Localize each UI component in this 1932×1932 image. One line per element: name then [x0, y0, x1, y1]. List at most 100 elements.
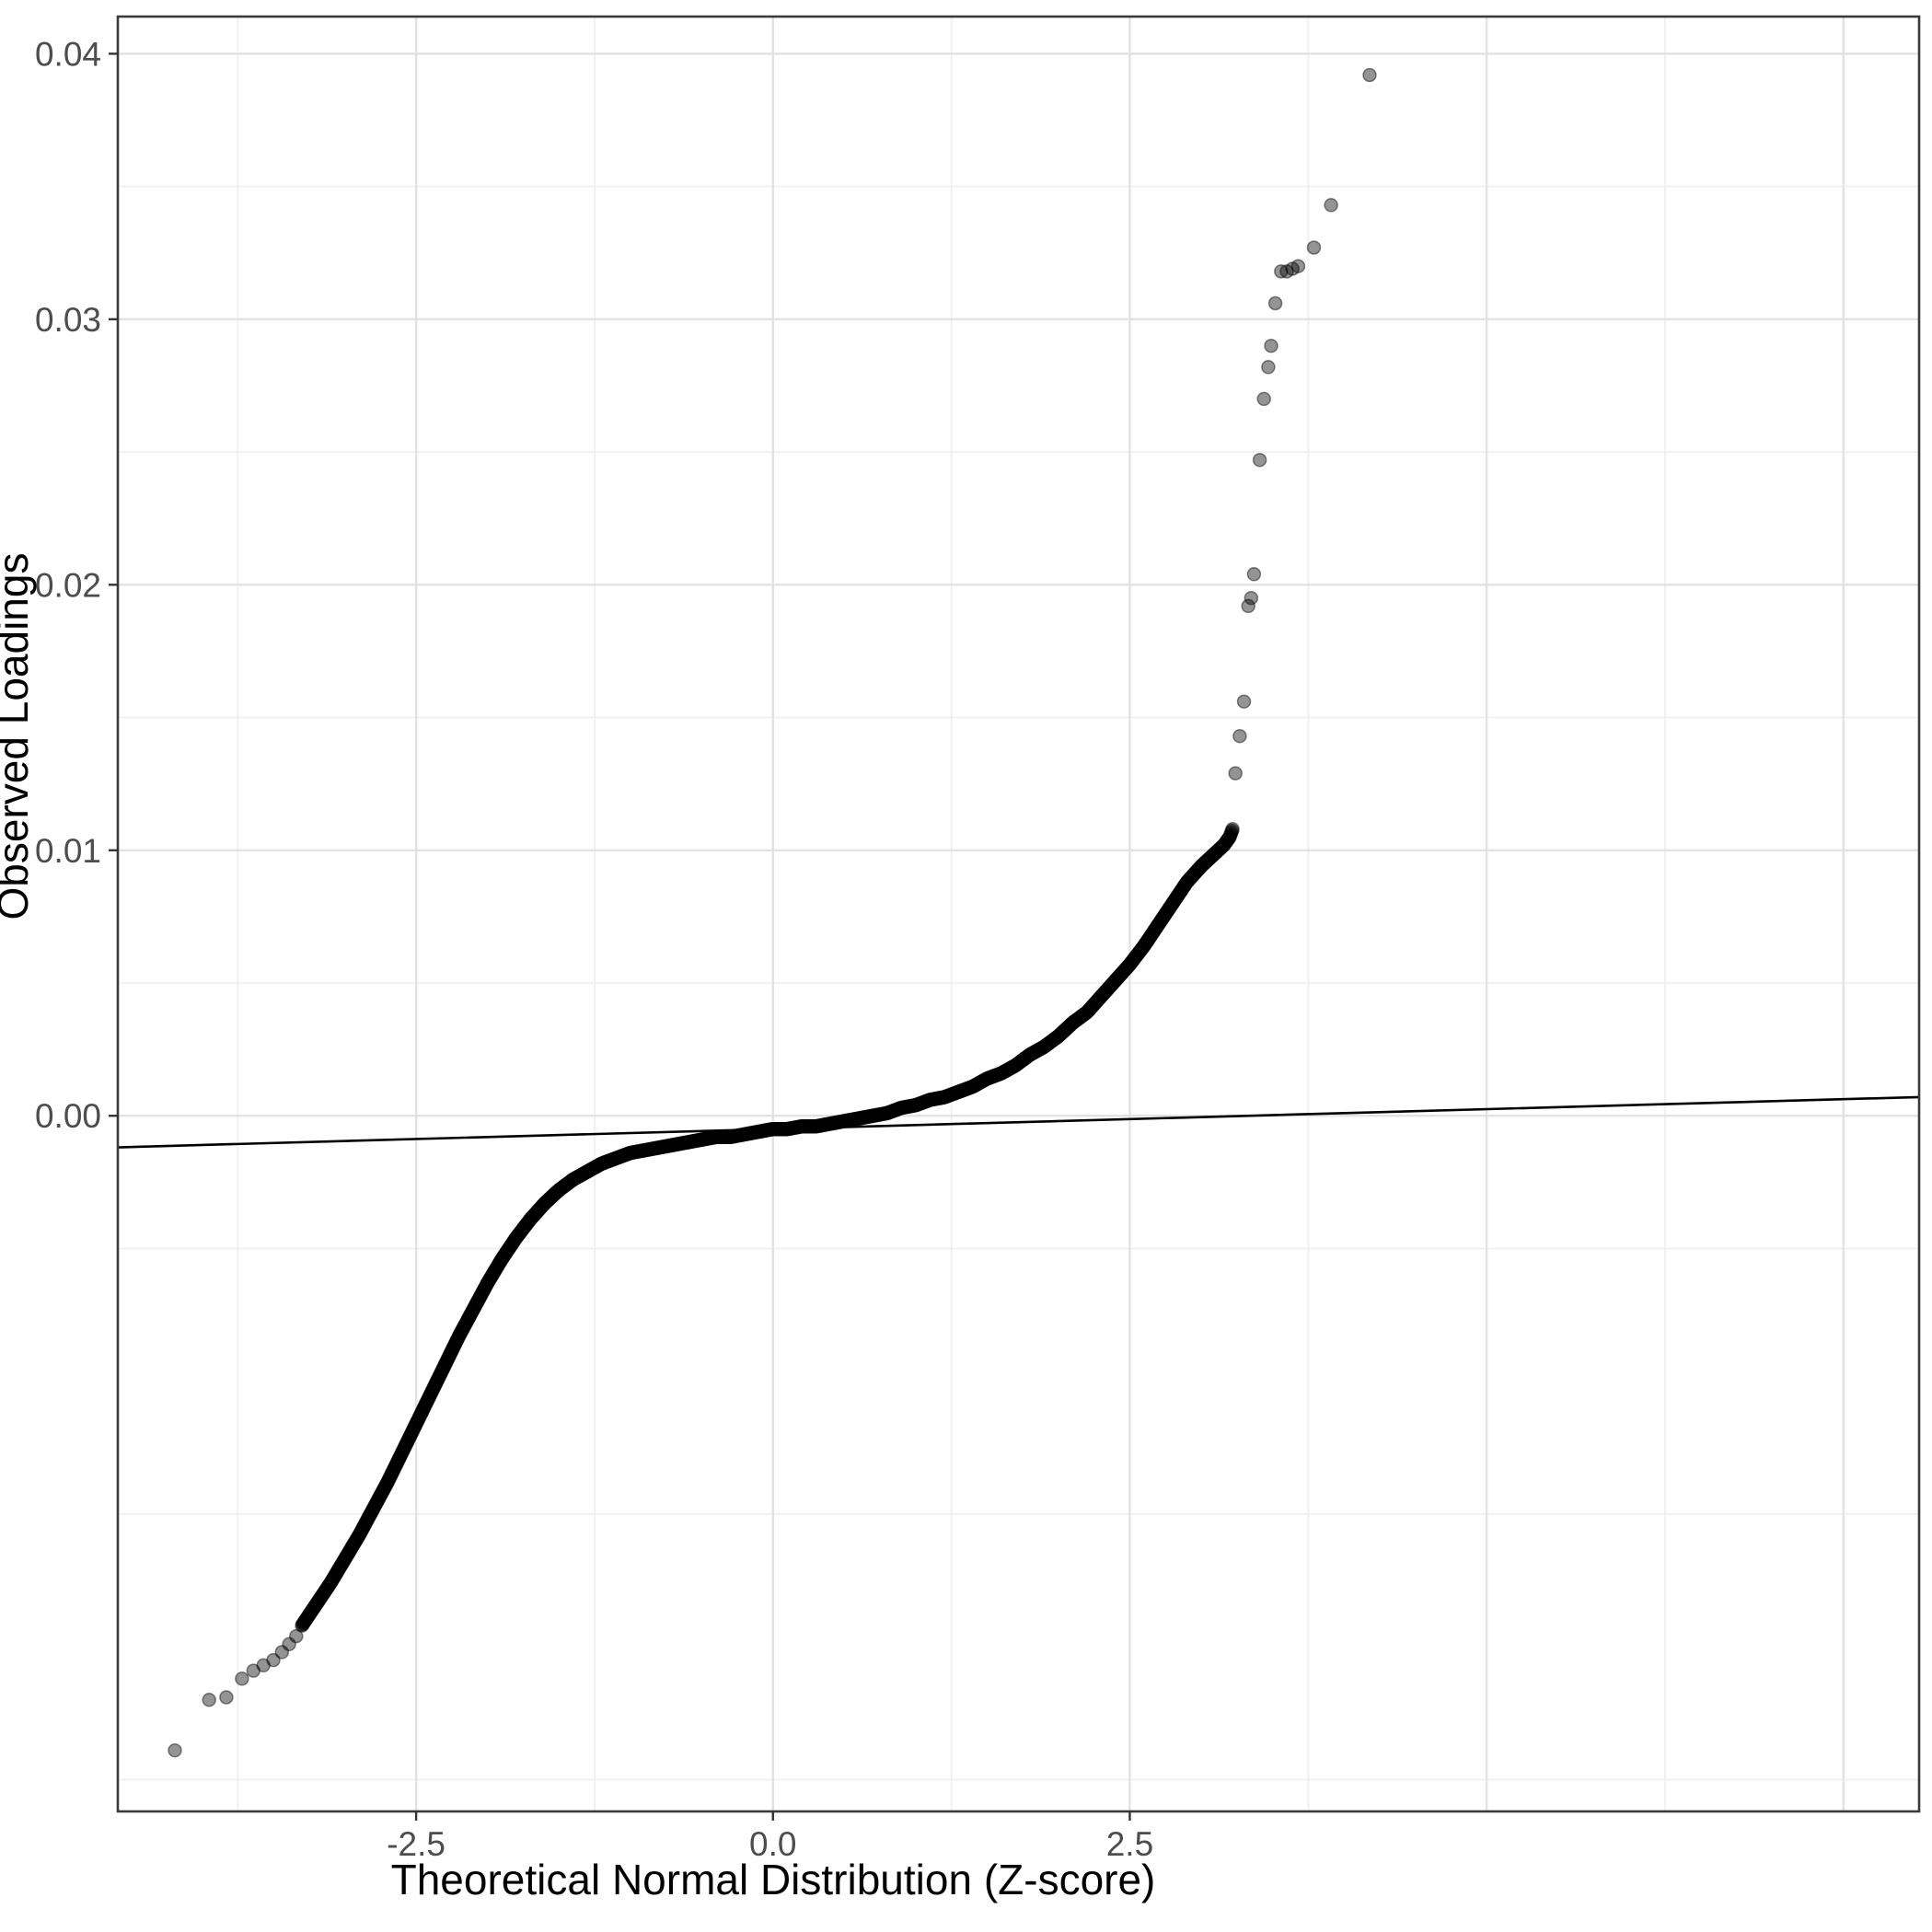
- qq-point: [1045, 1034, 1059, 1048]
- qq-point: [515, 1221, 530, 1236]
- qq-point: [879, 1105, 894, 1121]
- qq-point: [966, 1079, 981, 1093]
- qq-point: [327, 1568, 342, 1584]
- qq-point: [396, 1443, 411, 1458]
- qq-point: [381, 1473, 397, 1487]
- qq-point: [732, 1128, 746, 1143]
- qq-point: [520, 1216, 535, 1231]
- qq-point: [853, 1110, 869, 1126]
- qq-point: [388, 1457, 404, 1473]
- qq-point: [676, 1136, 690, 1151]
- qq-point: [773, 1121, 788, 1137]
- qq-point: [526, 1209, 541, 1224]
- qq-point: [812, 1118, 827, 1133]
- qq-point: [514, 1223, 528, 1239]
- qq-point: [818, 1117, 833, 1132]
- qq-point: [596, 1155, 611, 1170]
- qq-point: [458, 1316, 473, 1331]
- qq-point: [1219, 834, 1234, 850]
- qq-point: [1185, 868, 1200, 884]
- qq-point: [1162, 901, 1177, 916]
- qq-point: [807, 1119, 822, 1134]
- qq-point: [585, 1161, 600, 1176]
- qq-point: [1191, 862, 1206, 877]
- qq-point: [946, 1086, 962, 1101]
- qq-point: [1000, 1062, 1015, 1078]
- qq-point: [363, 1508, 377, 1522]
- qq-point: [1202, 850, 1218, 866]
- qq-point: [480, 1276, 495, 1290]
- qq-point: [1122, 957, 1138, 972]
- qq-point: [340, 1548, 354, 1563]
- qq-point: [1072, 1010, 1087, 1025]
- qq-point: [1163, 897, 1179, 913]
- qq-point: [329, 1566, 344, 1581]
- qq-point: [339, 1549, 354, 1564]
- qq-point: [350, 1531, 364, 1545]
- qq-point: [1051, 1028, 1066, 1044]
- qq-point: [1143, 929, 1158, 944]
- qq-point: [465, 1303, 480, 1318]
- y-axis-title: Observed Loadings: [0, 553, 37, 920]
- qq-point: [885, 1104, 899, 1119]
- qq-point: [457, 1317, 473, 1332]
- qq-point: [788, 1120, 804, 1135]
- qq-point: [481, 1274, 496, 1289]
- qq-point: [1138, 937, 1152, 952]
- qq-point: [533, 1200, 549, 1216]
- qq-point: [306, 1602, 320, 1617]
- qq-point: [665, 1138, 680, 1152]
- qq-point: [1036, 1039, 1052, 1054]
- qq-point: [1215, 839, 1230, 854]
- qq-point: [833, 1115, 848, 1129]
- qq-point: [352, 1528, 366, 1543]
- qq-point: [1094, 988, 1109, 1003]
- qq-point: [1267, 295, 1283, 311]
- qq-point: [843, 1112, 858, 1128]
- qq-point: [959, 1082, 975, 1096]
- qq-point: [737, 1127, 753, 1142]
- qq-point: [588, 1159, 604, 1174]
- qq-point: [1043, 1035, 1058, 1049]
- qq-point: [475, 1284, 491, 1299]
- qq-point: [256, 1658, 271, 1673]
- qq-point: [813, 1118, 828, 1133]
- qq-point: [921, 1093, 936, 1108]
- qq-point: [602, 1153, 617, 1168]
- qq-point: [534, 1199, 549, 1215]
- qq-point: [1101, 981, 1116, 996]
- qq-point: [1168, 892, 1183, 907]
- qq-point: [945, 1086, 960, 1102]
- qq-point: [769, 1121, 784, 1137]
- qq-point: [380, 1475, 395, 1490]
- qq-point: [480, 1277, 494, 1291]
- qq-point: [362, 1509, 376, 1523]
- qq-point: [882, 1105, 897, 1120]
- qq-point: [575, 1166, 590, 1182]
- qq-point: [764, 1122, 779, 1137]
- qq-point: [569, 1170, 584, 1186]
- qq-point: [704, 1130, 719, 1145]
- qq-point: [904, 1098, 919, 1114]
- qq-point: [746, 1125, 761, 1140]
- qq-point: [356, 1520, 371, 1534]
- qq-point: [559, 1177, 573, 1192]
- qq-point: [417, 1400, 432, 1415]
- qq-point: [863, 1108, 879, 1124]
- qq-point: [903, 1098, 919, 1114]
- qq-point: [1011, 1056, 1025, 1071]
- qq-point: [636, 1143, 651, 1158]
- qq-point: [618, 1147, 633, 1163]
- qq-point: [563, 1174, 578, 1189]
- qq-point: [412, 1409, 427, 1424]
- qq-point: [427, 1378, 443, 1393]
- qq-point: [300, 1610, 315, 1625]
- qq-point: [1191, 862, 1207, 876]
- qq-point: [487, 1264, 502, 1279]
- qq-point: [1068, 1013, 1082, 1029]
- qq-point: [816, 1117, 831, 1133]
- qq-point: [976, 1073, 991, 1088]
- qq-point: [344, 1539, 360, 1555]
- qq-point: [1093, 989, 1109, 1004]
- qq-point: [1081, 1003, 1095, 1019]
